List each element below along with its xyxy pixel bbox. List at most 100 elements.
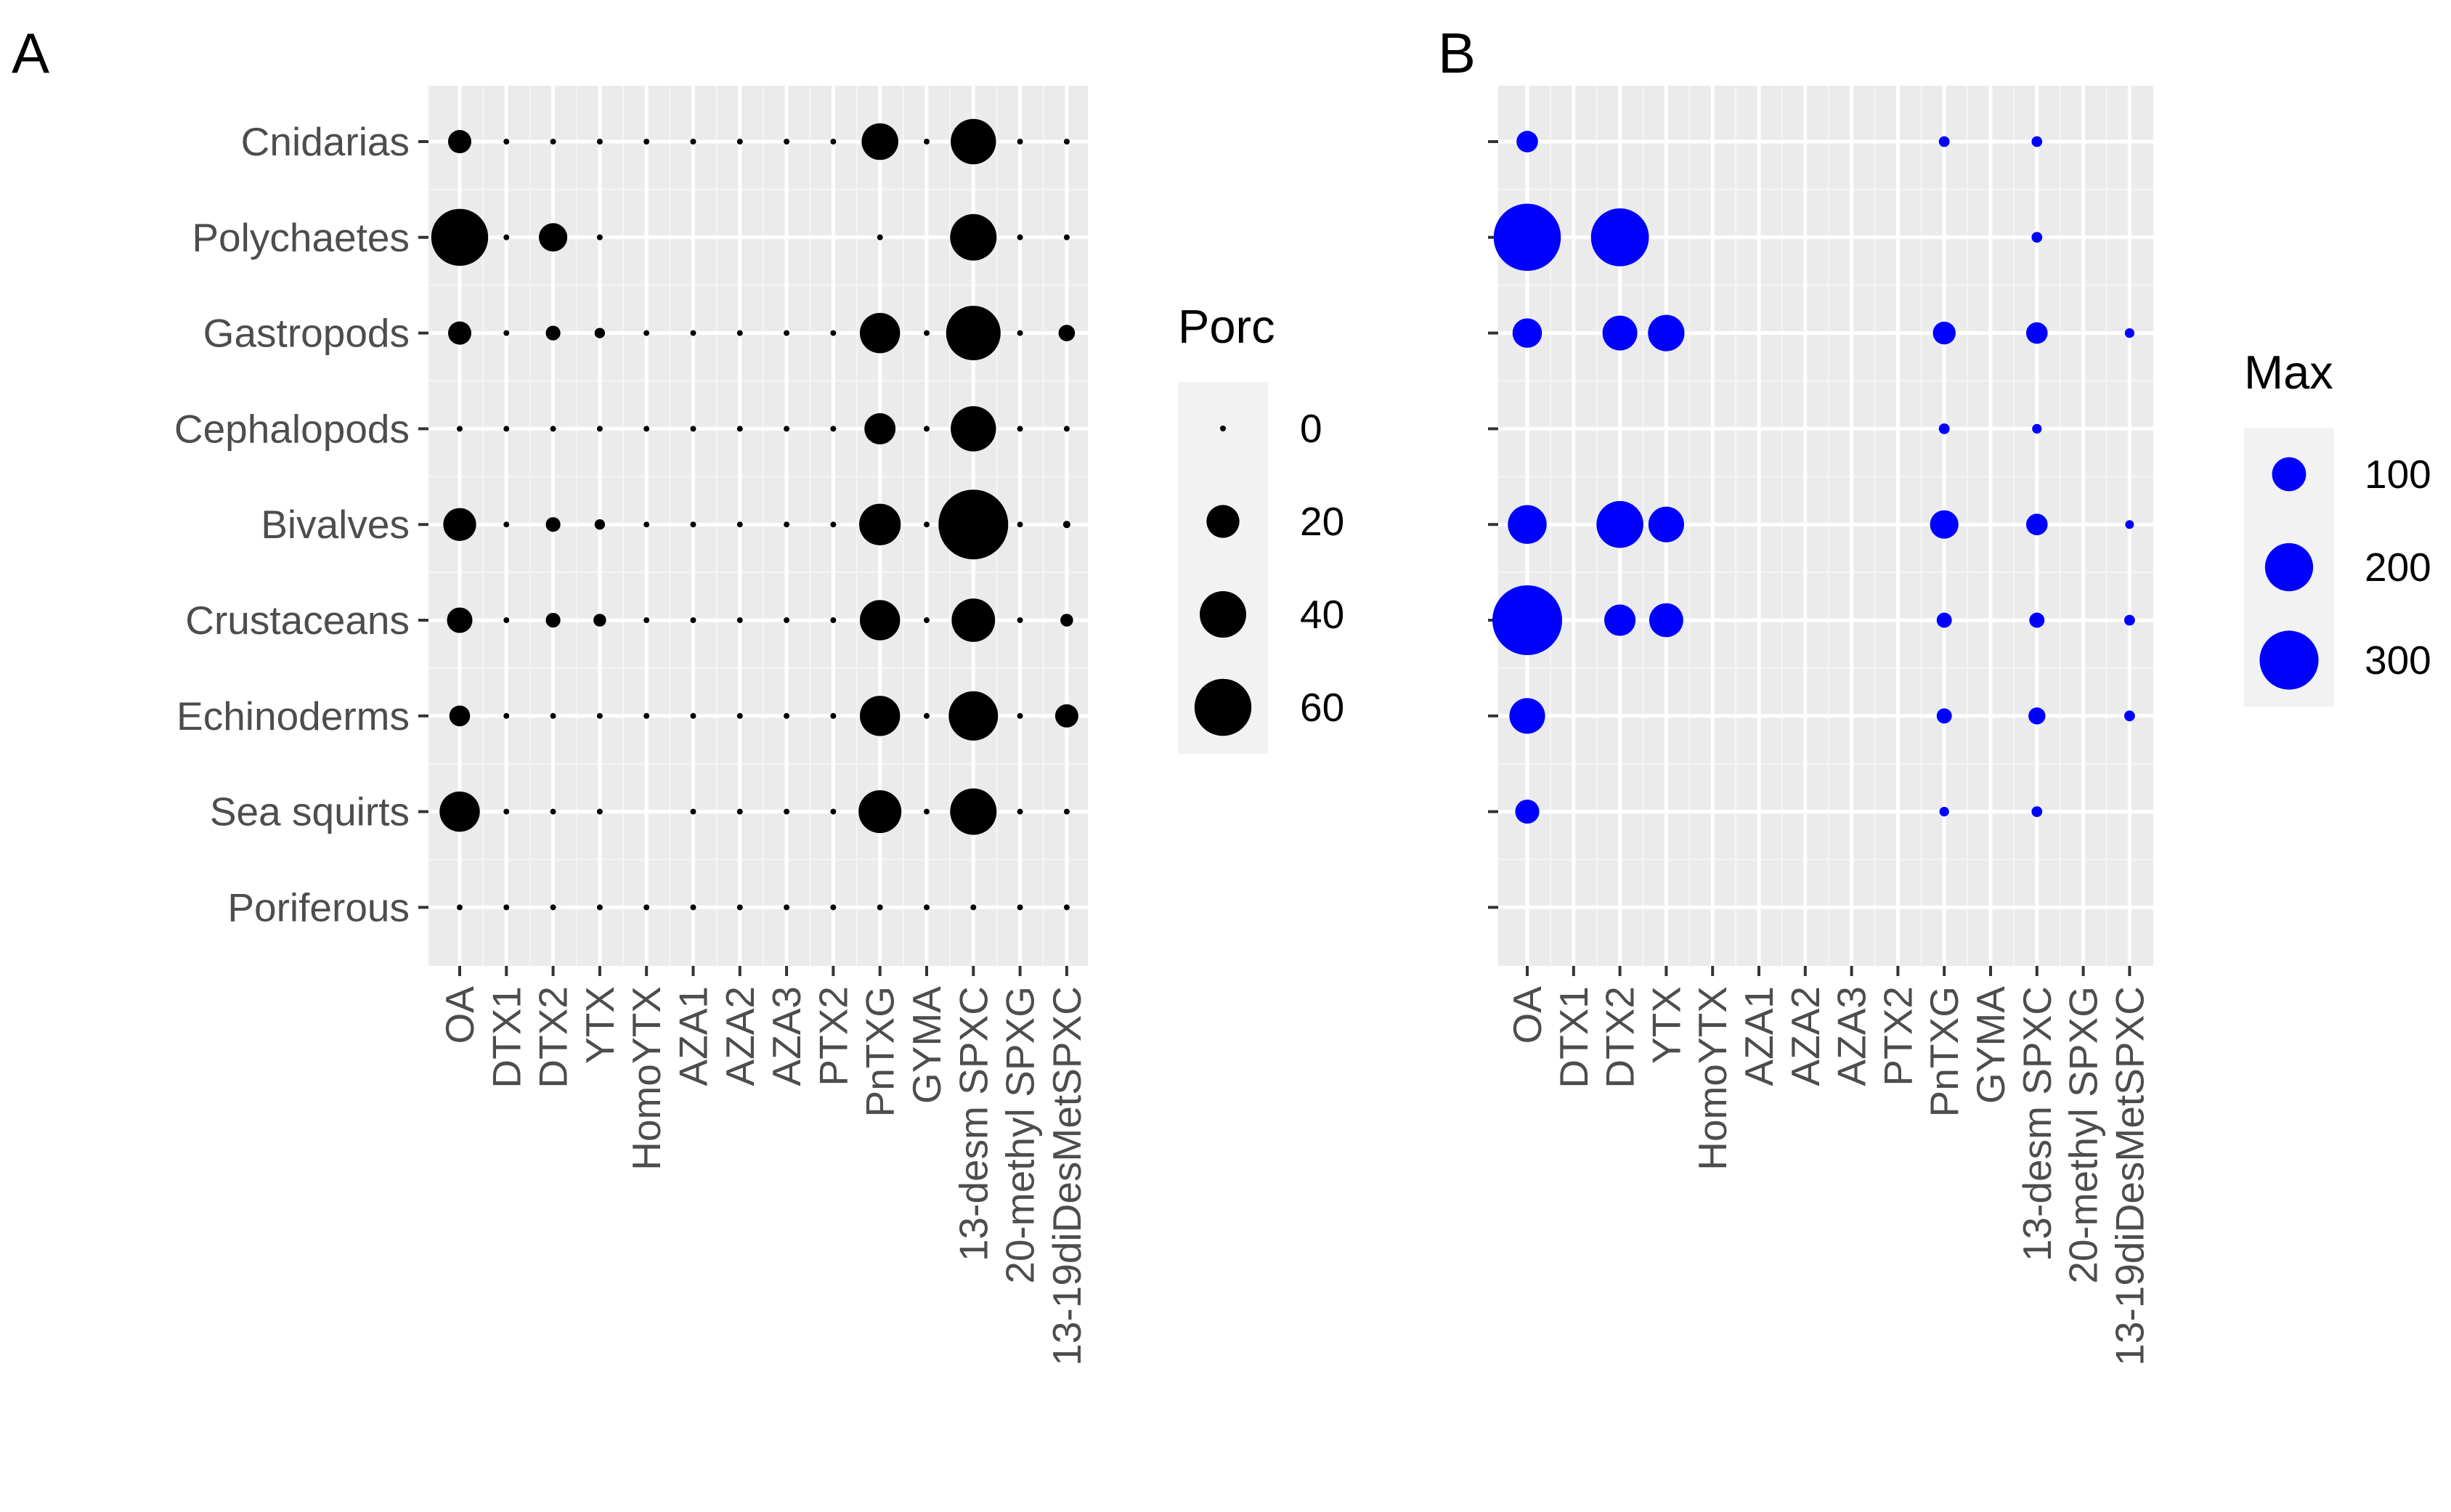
bubble	[593, 614, 606, 627]
bubble	[550, 426, 556, 432]
column-label: 13-19diDesMetSPXC	[1044, 986, 1089, 1366]
legend-key-bubble	[1206, 505, 1240, 538]
bubble	[457, 426, 463, 432]
panel-a-chart: Cnidarias Polychaetes Gastropods Cephalopod…	[174, 86, 1089, 1366]
bubble	[859, 600, 901, 641]
bubble	[1649, 603, 1683, 638]
bubble	[643, 904, 650, 911]
bubble	[1938, 423, 1950, 434]
bubble	[443, 508, 476, 541]
bubble	[736, 904, 743, 911]
bubble	[2025, 322, 2048, 344]
bubble	[1648, 506, 1684, 542]
column-label: DTX2	[1598, 986, 1643, 1089]
bubble	[643, 139, 650, 145]
bubble	[2028, 707, 2046, 725]
bubble	[736, 426, 743, 432]
bubble	[594, 328, 606, 338]
row-label: Cephalopods	[174, 406, 410, 451]
column-label: 13-desm SPXC	[2015, 986, 2060, 1261]
bubble	[1062, 521, 1070, 529]
bubble	[946, 306, 1001, 361]
bubble	[447, 607, 473, 633]
row-label: Poriferous	[227, 885, 410, 930]
legend-key-bubble	[1194, 678, 1252, 736]
bubble	[948, 691, 999, 741]
row-label: Cnidarias	[241, 119, 410, 164]
bubble	[1509, 698, 1545, 734]
bubble	[1492, 585, 1562, 655]
bubble	[864, 412, 896, 444]
bubble	[924, 521, 930, 528]
bubble	[1063, 139, 1070, 145]
column-label: 13-19diDesMetSPXC	[2107, 986, 2152, 1366]
bubble	[1017, 330, 1023, 336]
bubble	[503, 426, 510, 432]
bubble	[784, 426, 790, 432]
panel-b-letter: B	[1438, 21, 1476, 85]
bubble	[1515, 800, 1540, 824]
bubble	[877, 234, 883, 240]
bubble	[448, 321, 471, 345]
bubble	[951, 118, 996, 165]
bubble	[594, 519, 606, 530]
bubble	[1017, 808, 1023, 815]
bubble	[503, 712, 510, 719]
bubble	[951, 406, 996, 452]
row-label: Crustaceans	[185, 598, 410, 643]
legend-key-label: 100	[2365, 452, 2431, 497]
legend-key-label: 60	[1300, 685, 1344, 730]
legend-key-label: 40	[1300, 592, 1344, 637]
bubble	[690, 521, 696, 528]
column-label: YTX	[1643, 986, 1688, 1064]
bubble	[1596, 500, 1643, 548]
bubble	[449, 705, 471, 727]
bubble	[1017, 904, 1023, 911]
bubble	[924, 617, 930, 623]
bubble	[503, 808, 510, 815]
bubble	[1512, 318, 1542, 348]
bubble	[550, 712, 556, 719]
bubble	[924, 904, 930, 911]
bubble	[736, 617, 743, 623]
bubble	[924, 808, 930, 815]
bubble	[1060, 614, 1073, 627]
bubble	[970, 904, 977, 911]
bubble	[2029, 612, 2045, 628]
bubble	[859, 503, 901, 545]
bubble	[690, 712, 696, 719]
bubble	[643, 712, 650, 719]
bubble	[784, 712, 790, 719]
bubble	[2031, 806, 2043, 818]
bubble	[545, 517, 561, 532]
bubble	[1938, 136, 1950, 147]
bubble	[1017, 139, 1023, 145]
bubble	[643, 617, 650, 623]
bubble	[1493, 203, 1561, 272]
bubble	[784, 808, 790, 815]
bubble	[830, 330, 837, 336]
bubble	[503, 330, 510, 336]
bubble	[830, 808, 837, 815]
bubble	[643, 330, 650, 336]
bubble	[784, 330, 790, 336]
legend-max: Max 100 200 300	[2244, 346, 2431, 707]
bubble	[1590, 208, 1649, 267]
column-label: AZA2	[1783, 986, 1828, 1086]
legend-key-label: 200	[2365, 545, 2431, 590]
bubble	[596, 808, 603, 815]
bubble	[503, 904, 510, 911]
column-label: PnTXG	[1922, 986, 1967, 1117]
bubble	[830, 712, 837, 719]
bubble	[736, 712, 743, 719]
bubble	[938, 489, 1009, 560]
column-label: DTX1	[484, 986, 529, 1089]
bubble	[1063, 808, 1070, 815]
column-label: HomoYTX	[1690, 986, 1735, 1171]
bubble	[2031, 232, 2043, 243]
bubble	[1017, 521, 1023, 528]
bubble	[1063, 234, 1070, 240]
bubble	[2123, 710, 2135, 722]
column-label: 13-desm SPXC	[951, 986, 996, 1261]
column-label: AZA3	[1829, 986, 1874, 1086]
